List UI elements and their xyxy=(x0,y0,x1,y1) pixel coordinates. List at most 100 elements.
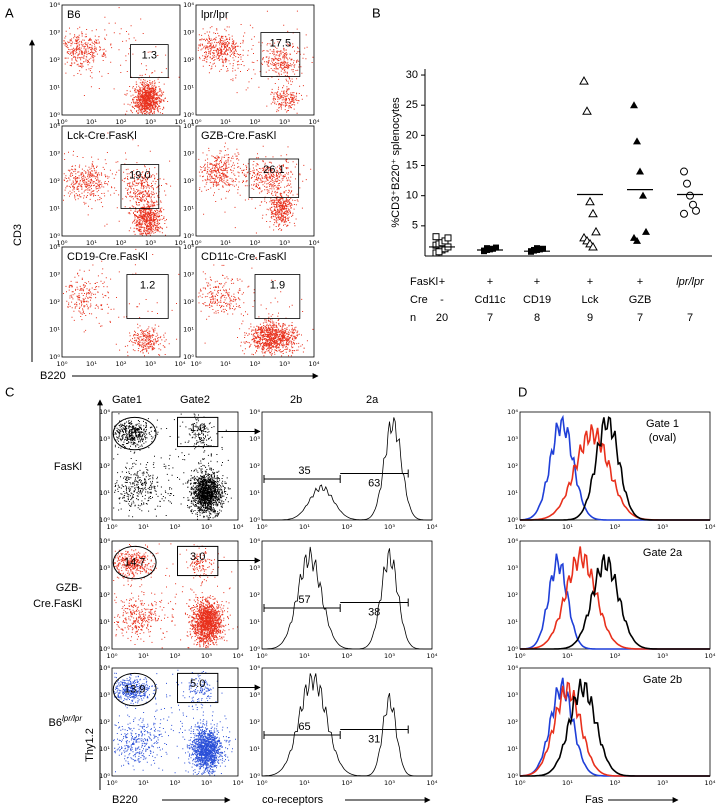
gate-oval xyxy=(112,672,157,707)
y-axis-label: %CD3⁺B220⁺ splenocytes xyxy=(390,97,402,228)
y-tick-label: 10³ xyxy=(507,435,518,443)
histogram xyxy=(262,417,432,521)
gate-bar xyxy=(340,469,409,478)
gate-bar xyxy=(263,730,341,739)
point xyxy=(588,241,598,251)
gate-box xyxy=(126,274,169,319)
y-tick-label: 10⁰ xyxy=(183,111,194,119)
x-tick-label: 10² xyxy=(342,779,353,787)
table-cell: + xyxy=(587,276,593,288)
gate-box xyxy=(177,416,219,448)
y-tick-label: 10⁰ xyxy=(99,516,110,524)
dot-cloud xyxy=(63,132,172,236)
gate-bar xyxy=(340,725,409,734)
y-tick-label: 10² xyxy=(99,591,110,599)
point xyxy=(435,248,443,256)
x-tick-label: 10⁴ xyxy=(175,118,186,126)
y-tick-label: 10⁴ xyxy=(507,537,518,545)
y-tick-label: 15 xyxy=(406,159,418,171)
x-tick-label: 10⁰ xyxy=(107,523,118,531)
table-cell: 9 xyxy=(587,312,593,324)
x-tick-label: 10⁰ xyxy=(191,239,202,247)
y-tick-label: 20 xyxy=(406,129,418,141)
row-label-sup: lpr/lpr xyxy=(62,714,82,723)
x-tick-label: 10³ xyxy=(657,652,668,660)
y-tick-label: 10⁰ xyxy=(507,772,518,780)
y-tick-label: 10⁰ xyxy=(507,516,518,524)
gate-box xyxy=(177,545,219,577)
point xyxy=(642,227,650,235)
x-tick-label: 10⁴ xyxy=(233,652,244,660)
row-label: FasKl xyxy=(410,276,438,288)
gate-value: 38 xyxy=(368,606,380,618)
x-tick-label: 10¹ xyxy=(299,652,310,660)
plot-label: CD11c-Cre.FasKl xyxy=(201,251,286,263)
gate-oval xyxy=(112,545,157,580)
y-tick-label: 10⁴ xyxy=(49,122,60,130)
x-tick-label: 10¹ xyxy=(562,523,573,531)
x-tick-label: 10³ xyxy=(279,118,290,126)
y-tick-label: 10¹ xyxy=(99,489,110,497)
y-tick-label: 10¹ xyxy=(183,205,194,213)
x-tick-label: 10⁴ xyxy=(309,118,320,126)
plot-label: Gate 1 xyxy=(646,418,679,430)
plot-frame xyxy=(195,246,315,358)
x-tick-label: 10³ xyxy=(657,523,668,531)
x-tick-label: 10² xyxy=(250,239,261,247)
column-header: 2a xyxy=(366,394,379,406)
gate-value: 17.5 xyxy=(270,37,291,49)
plot-label: Lck-Cre.FasKl xyxy=(67,130,137,142)
x-tick-label: 10³ xyxy=(657,779,668,787)
x-tick-label: 10² xyxy=(170,652,181,660)
table-cell: Cd11c xyxy=(475,294,506,306)
x-tick-label: 10² xyxy=(116,360,127,368)
plot-frame xyxy=(61,246,181,358)
x-tick-label: 10³ xyxy=(145,118,156,126)
x-tick-label: 10⁰ xyxy=(257,523,268,531)
x-tick-label: 10⁰ xyxy=(191,118,202,126)
plot-label: Gate 2a xyxy=(643,547,683,559)
x-tick-label: 10² xyxy=(116,239,127,247)
x-tick-label: 10³ xyxy=(145,360,156,368)
plot-label: CD19-Cre.FasKl xyxy=(67,251,148,263)
y-tick-label: 10⁴ xyxy=(49,243,60,251)
x-tick-label: 10¹ xyxy=(138,523,149,531)
y-tick-label: 10⁰ xyxy=(507,645,518,653)
plot-frame xyxy=(111,667,239,777)
x-tick-label: 10³ xyxy=(201,523,212,531)
gate-value: 1.2 xyxy=(140,279,155,291)
x-tick-label: 10² xyxy=(170,779,181,787)
x-tick-label: 10⁴ xyxy=(705,652,716,660)
y-tick-label: 10² xyxy=(49,177,60,185)
x-tick-label: 10⁴ xyxy=(705,523,716,531)
y-tick-label: 10¹ xyxy=(183,84,194,92)
y-tick-label: 10⁰ xyxy=(99,645,110,653)
y-tick-label: 10² xyxy=(507,718,518,726)
dot-cloud xyxy=(113,413,232,520)
histogram xyxy=(262,673,432,777)
dot-cloud xyxy=(113,669,236,776)
x-tick-label: 10⁴ xyxy=(705,779,716,787)
row-label: B6lpr/lpr xyxy=(49,714,83,729)
gate-box xyxy=(260,32,301,77)
x-tick-label: 10⁴ xyxy=(309,239,320,247)
histogram xyxy=(519,677,710,777)
y-tick-label: 10⁰ xyxy=(49,111,60,119)
plot-label: B6 xyxy=(67,9,80,21)
x-axis-label: B220 xyxy=(112,794,138,806)
x-tick-label: 10² xyxy=(610,779,621,787)
table-cell: 8 xyxy=(534,312,540,324)
dot-cloud xyxy=(113,543,238,649)
point xyxy=(588,208,598,218)
gate-box xyxy=(120,164,160,209)
plot-frame xyxy=(61,125,181,237)
y-tick-label: 10⁴ xyxy=(249,537,260,545)
point xyxy=(534,245,540,252)
x-tick-label: 10⁰ xyxy=(257,652,268,660)
y-tick-label: 10⁰ xyxy=(183,232,194,240)
gate-box xyxy=(248,158,300,198)
plot-frame xyxy=(111,540,239,650)
panel-label: A xyxy=(5,5,14,20)
histogram xyxy=(519,553,710,650)
